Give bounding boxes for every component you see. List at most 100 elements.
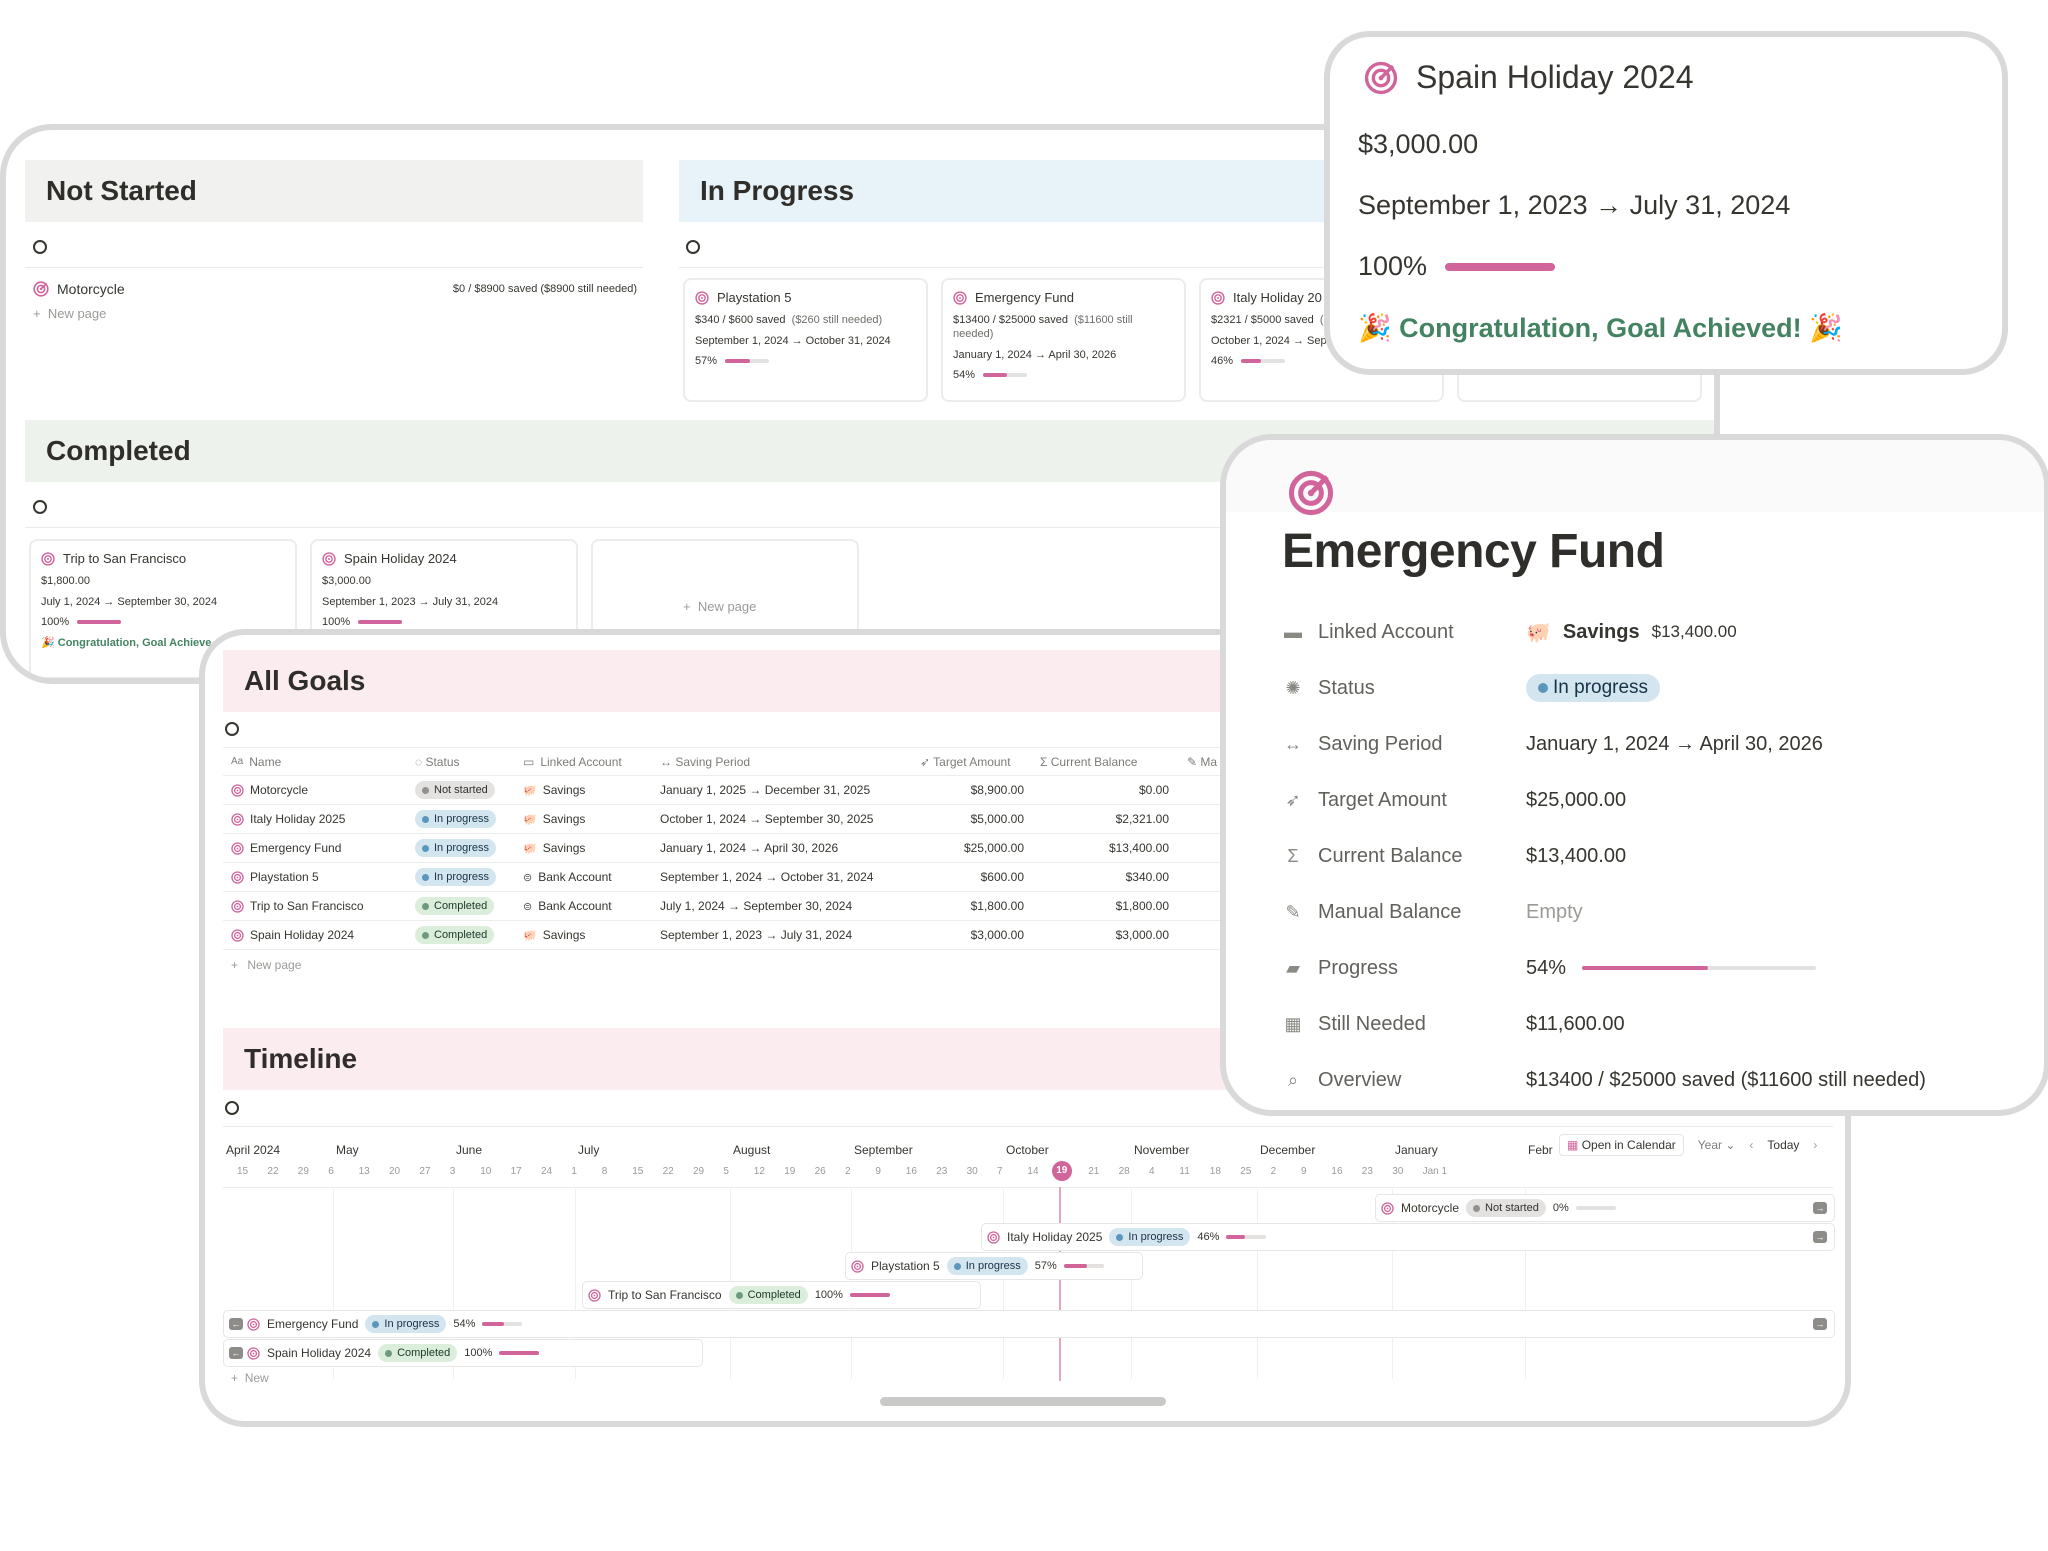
- property-row[interactable]: ▦ Still Needed $11,600.00: [1282, 1008, 1625, 1040]
- property-value[interactable]: $13,400.00: [1526, 844, 1627, 867]
- cell-account[interactable]: Bank Account: [538, 899, 612, 913]
- scroll-right-icon[interactable]: →: [1813, 1318, 1827, 1330]
- table-row[interactable]: Motorcycle Not started 🐖 Savings January …: [223, 776, 1273, 805]
- status-badge[interactable]: Completed: [415, 897, 495, 915]
- scale-select[interactable]: Year ⌄: [1697, 1138, 1736, 1152]
- property-row[interactable]: ▬ Linked Account 🐖 Savings $13,400.00: [1282, 616, 1737, 648]
- column-account[interactable]: ▭ Linked Account: [523, 754, 622, 769]
- timeline-item[interactable]: Emergency Fund In progress 54%: [247, 1311, 523, 1337]
- cell-account[interactable]: Savings: [542, 812, 586, 826]
- timeline-bar[interactable]: [223, 1339, 703, 1367]
- timeline-item[interactable]: Italy Holiday 2025 In progress 46%: [987, 1224, 1267, 1250]
- sigma-icon: Σ: [1287, 845, 1299, 866]
- cell-account[interactable]: Savings: [542, 928, 586, 942]
- scroll-right-icon[interactable]: →: [1813, 1231, 1827, 1243]
- table-row[interactable]: Trip to San Francisco Completed ⊜ Bank Ac…: [223, 892, 1273, 921]
- cell-target[interactable]: $25,000.00: [963, 841, 1024, 855]
- cell-period[interactable]: September 1, 2024 → October 31, 2024: [660, 870, 874, 884]
- today-button[interactable]: Today: [1767, 1138, 1800, 1152]
- view-toggle[interactable]: [225, 1101, 239, 1115]
- property-value[interactable]: 🐖 Savings $13,400.00: [1526, 620, 1737, 644]
- table-row[interactable]: Playstation 5 In progress ⊜ Bank Account …: [223, 863, 1273, 892]
- status-badge[interactable]: Not started: [415, 781, 495, 799]
- property-value[interactable]: $13400 / $25000 saved ($11600 still need…: [1526, 1068, 1926, 1091]
- timeline-day: 30: [966, 1166, 978, 1177]
- property-row[interactable]: ✎ Manual Balance Empty: [1282, 896, 1583, 928]
- cell-target[interactable]: $5,000.00: [970, 812, 1024, 826]
- property-value[interactable]: January 1, 2024 → April 30, 2026: [1526, 732, 1823, 755]
- status-badge[interactable]: Completed: [415, 926, 495, 944]
- cell-target[interactable]: $600.00: [980, 870, 1024, 884]
- status-badge[interactable]: In progress: [415, 810, 497, 828]
- timeline-day: 20: [389, 1166, 401, 1177]
- timeline-item[interactable]: Motorcycle Not started 0%: [1381, 1195, 1616, 1221]
- status-badge: Not started: [1466, 1199, 1546, 1217]
- card-period: July 1, 2024 → September 30, 2024: [41, 596, 218, 608]
- cell-period[interactable]: January 1, 2024 → April 30, 2026: [660, 841, 839, 855]
- goal-card[interactable]: Emergency Fund $13400 / $25000 saved ($1…: [941, 278, 1186, 402]
- cell-balance: $3,000.00: [1115, 928, 1169, 942]
- property-row[interactable]: ⌕ Overview $13400 / $25000 saved ($11600 …: [1282, 1064, 1926, 1096]
- list-item[interactable]: Motorcycle $0 / $8900 saved ($8900 still…: [33, 277, 637, 301]
- column-target[interactable]: ➶ Target Amount: [920, 754, 1011, 769]
- cell-target[interactable]: $8,900.00: [970, 783, 1024, 797]
- column-balance[interactable]: Σ Current Balance: [1040, 754, 1138, 769]
- timeline-item[interactable]: Trip to San Francisco Completed 100%: [588, 1282, 890, 1308]
- target-icon: [247, 1317, 260, 1331]
- group-collapse-toggle[interactable]: [686, 240, 700, 254]
- property-label: Current Balance: [1318, 844, 1463, 867]
- property-row[interactable]: Σ Current Balance $13,400.00: [1282, 840, 1626, 872]
- status-badge[interactable]: In progress: [415, 868, 497, 886]
- cell-period[interactable]: September 1, 2023 → July 31, 2024: [660, 928, 853, 942]
- group-title: Not Started: [46, 175, 197, 206]
- scroll-right-icon[interactable]: →: [1813, 1202, 1827, 1214]
- property-row[interactable]: ➶ Target Amount $25,000.00: [1282, 784, 1626, 816]
- view-toggle[interactable]: [225, 722, 239, 736]
- target-icon: [987, 1230, 1000, 1244]
- property-value[interactable]: 54%: [1526, 957, 1817, 980]
- goal-card[interactable]: Playstation 5 $340 / $600 saved ($260 st…: [683, 278, 928, 402]
- property-row[interactable]: ▰ Progress 54%: [1282, 952, 1817, 984]
- cell-account[interactable]: Savings: [542, 841, 586, 855]
- column-name[interactable]: Aa Name: [231, 754, 282, 769]
- scroll-left-icon[interactable]: ←: [229, 1347, 243, 1359]
- timeline-day: 26: [814, 1166, 826, 1177]
- timeline-item[interactable]: Spain Holiday 2024 Completed 100%: [247, 1340, 540, 1366]
- property-value[interactable]: $25,000.00: [1526, 788, 1627, 811]
- new-page-button[interactable]: + New page: [33, 306, 107, 321]
- card-period: September 1, 2024 → October 31, 2024: [695, 335, 891, 347]
- table-row[interactable]: Emergency Fund In progress 🐖 Savings Janu…: [223, 834, 1273, 863]
- group-collapse-toggle[interactable]: [33, 500, 47, 514]
- property-value[interactable]: $11,600.00: [1526, 1012, 1625, 1035]
- cell-account[interactable]: Bank Account: [538, 870, 612, 884]
- prev-arrow-icon[interactable]: ‹: [1749, 1138, 1754, 1152]
- open-calendar-button[interactable]: ▦ Open in Calendar: [1559, 1134, 1684, 1156]
- property-value[interactable]: Empty: [1526, 900, 1583, 923]
- cell-account[interactable]: Savings: [542, 783, 586, 797]
- property-row[interactable]: ↔ Saving Period January 1, 2024 → April 3…: [1282, 728, 1823, 760]
- property-value[interactable]: In progress: [1526, 674, 1661, 702]
- scroll-left-icon[interactable]: ←: [229, 1318, 243, 1330]
- cell-period[interactable]: October 1, 2024 → September 30, 2025: [660, 812, 874, 826]
- property-row[interactable]: ✺ Status In progress: [1282, 672, 1661, 704]
- horizontal-scrollbar[interactable]: [880, 1397, 1166, 1406]
- new-page-button[interactable]: + New page: [683, 599, 757, 614]
- table-row[interactable]: Italy Holiday 2025 In progress 🐖 Savings …: [223, 805, 1273, 834]
- column-period[interactable]: ↔ Saving Period: [660, 754, 751, 769]
- timeline-day: 29: [693, 1166, 705, 1177]
- new-row-button[interactable]: + New page: [231, 957, 302, 972]
- timeline-item[interactable]: Playstation 5 In progress 57%: [851, 1253, 1104, 1279]
- group-collapse-toggle[interactable]: [33, 240, 47, 254]
- pig-icon: 🐖: [523, 784, 537, 797]
- cell-target[interactable]: $1,800.00: [970, 899, 1024, 913]
- table-row[interactable]: Spain Holiday 2024 Completed 🐖 Savings Se…: [223, 921, 1273, 950]
- next-arrow-icon[interactable]: ›: [1813, 1138, 1818, 1152]
- cell-target[interactable]: $3,000.00: [970, 928, 1024, 942]
- column-manual[interactable]: ✎ Ma: [1187, 754, 1218, 769]
- cell-period[interactable]: January 1, 2025 → December 31, 2025: [660, 783, 871, 797]
- new-item-button[interactable]: + New: [231, 1371, 269, 1385]
- cell-period[interactable]: July 1, 2024 → September 30, 2024: [660, 899, 853, 913]
- status-badge[interactable]: In progress: [415, 839, 497, 857]
- column-status[interactable]: ◌ Status: [415, 754, 460, 769]
- status-badge[interactable]: In progress: [1526, 674, 1661, 702]
